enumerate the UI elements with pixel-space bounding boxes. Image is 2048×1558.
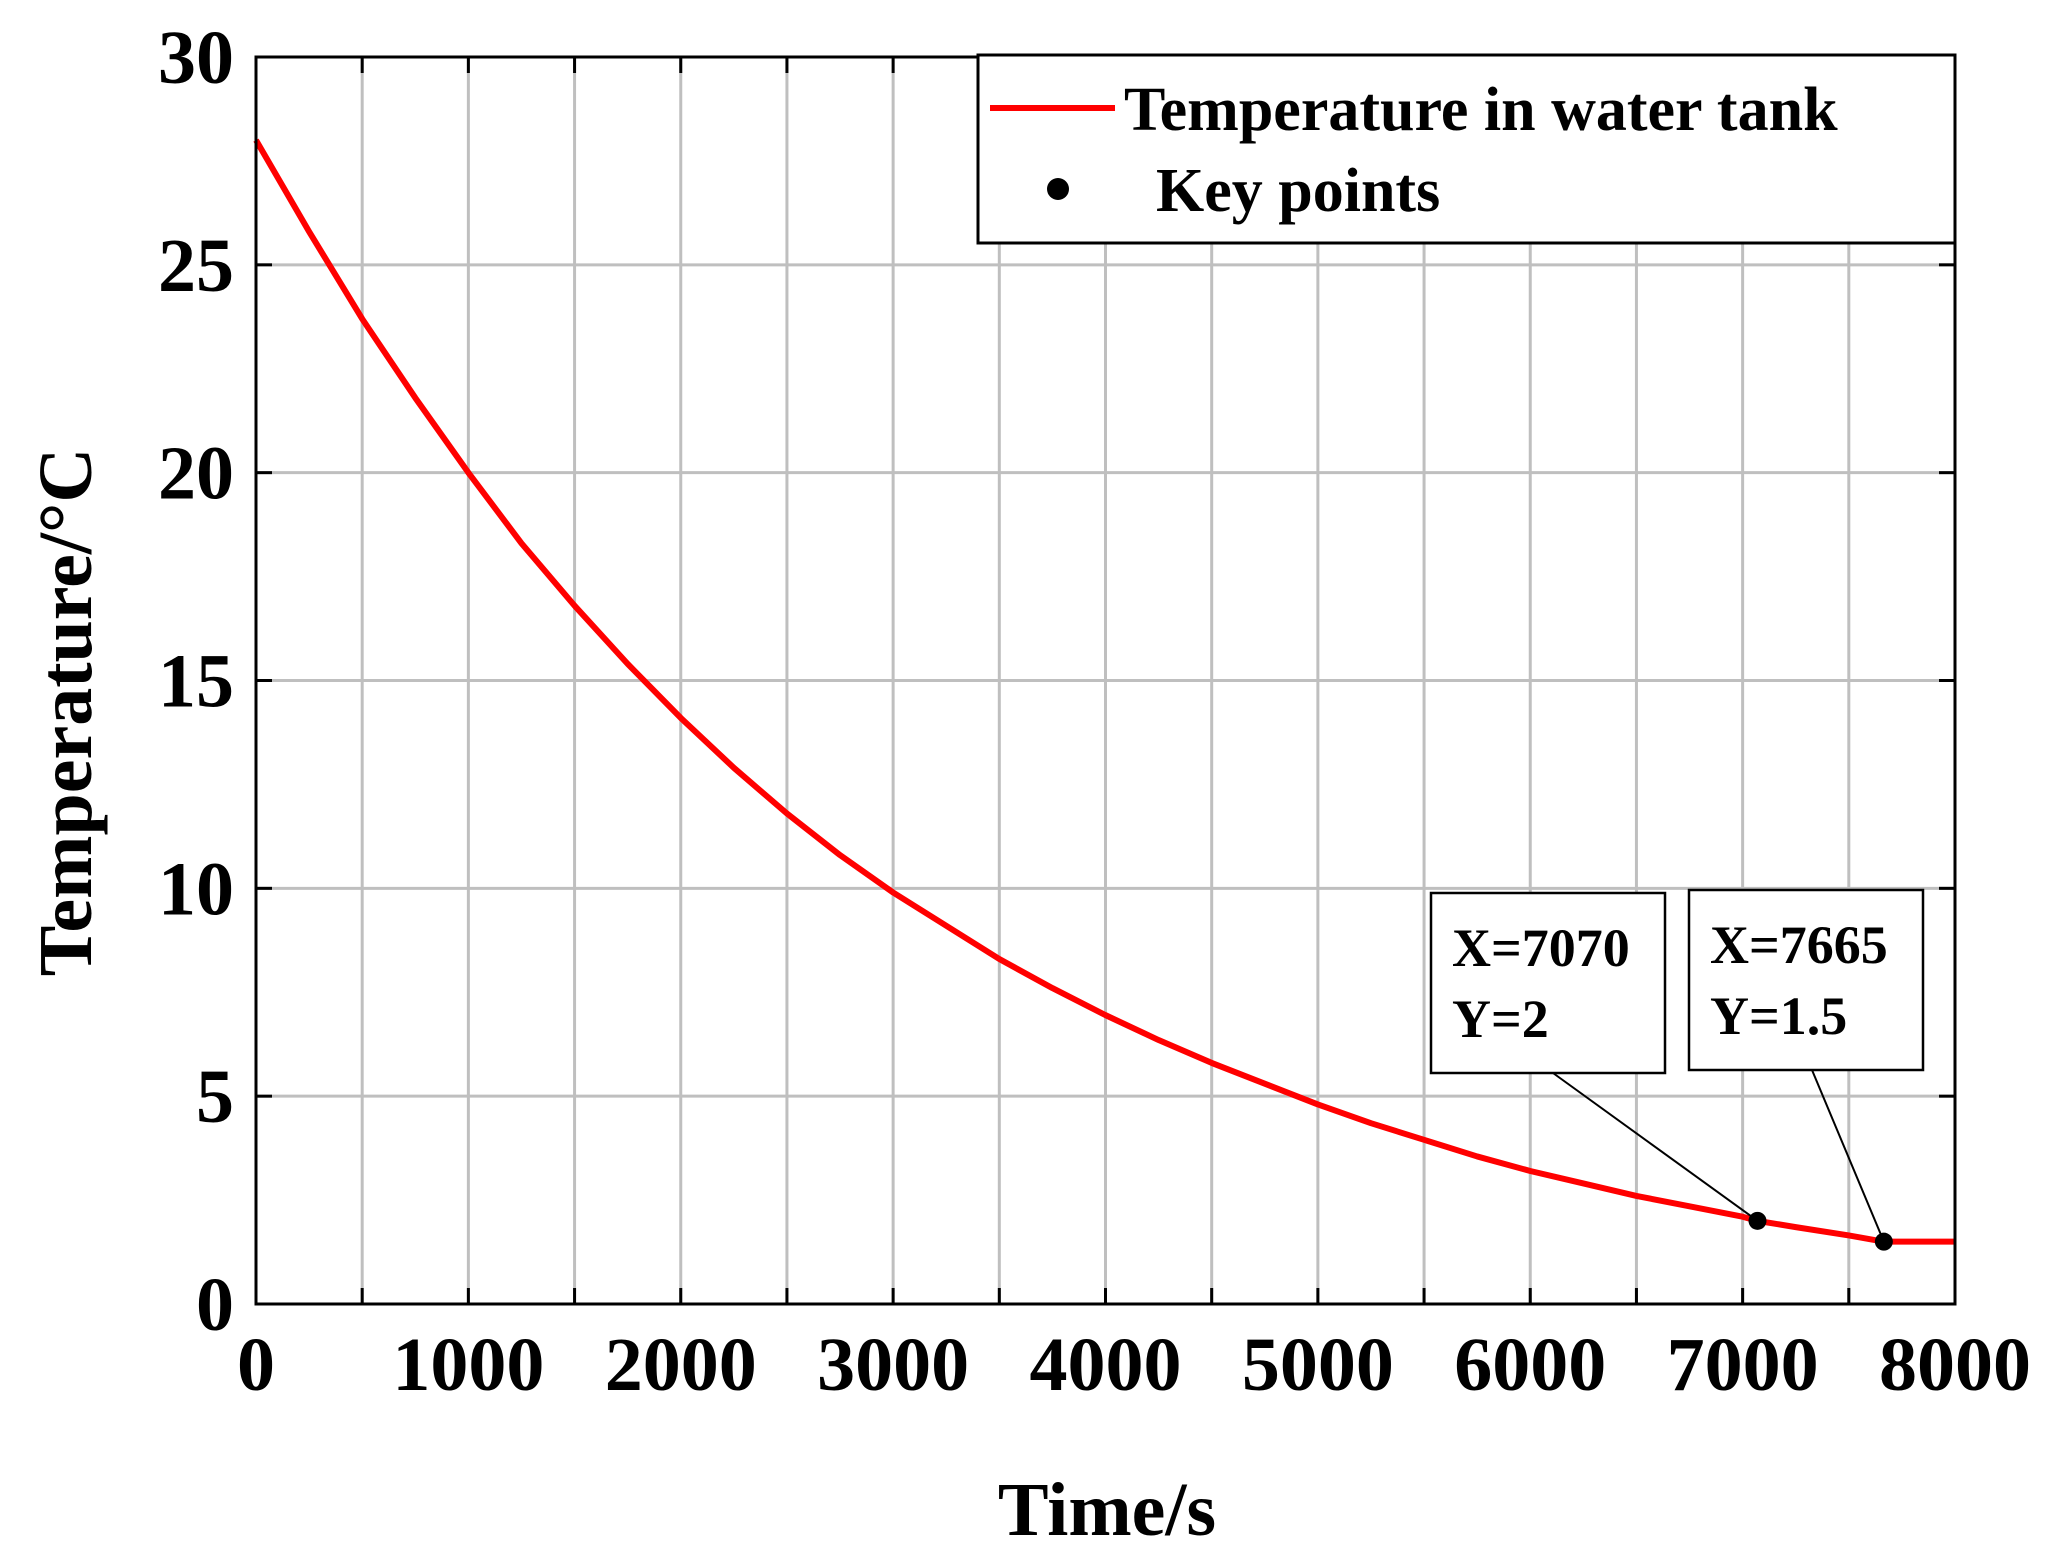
datatip-leader-line (1811, 1069, 1885, 1243)
datatip-x-text: X=7665 (1710, 915, 1888, 975)
datatip-y-text: Y=2 (1452, 989, 1549, 1049)
x-tick-label: 7000 (1667, 1323, 1819, 1407)
legend: Temperature in water tank Key points (976, 53, 1957, 245)
x-tick-label: 6000 (1454, 1323, 1606, 1407)
x-axis-label: Time/s (998, 1468, 1216, 1552)
x-tick-label: 0 (237, 1323, 275, 1407)
datatip-7665: X=7665 Y=1.5 (1687, 888, 1925, 1072)
x-tick-label: 5000 (1242, 1323, 1394, 1407)
y-tick-label: 30 (158, 16, 234, 100)
key-point (1874, 1232, 1893, 1251)
datatip-box (1429, 891, 1667, 1075)
x-tick-label: 1000 (392, 1323, 544, 1407)
y-tick-label: 15 (158, 640, 234, 724)
datatip-leader-line (1552, 1072, 1759, 1222)
y-tick-label: 20 (158, 432, 234, 516)
datatip-y-text: Y=1.5 (1710, 986, 1847, 1046)
key-point (1748, 1211, 1767, 1230)
y-tick-label: 5 (196, 1055, 234, 1139)
legend-box (976, 53, 1957, 245)
x-tick-label: 8000 (1879, 1323, 2031, 1407)
y-tick-label: 25 (158, 224, 234, 308)
datatip-x-text: X=7070 (1452, 918, 1630, 978)
y-tick-label: 0 (196, 1263, 234, 1347)
x-tick-label: 4000 (1030, 1323, 1182, 1407)
y-axis-label: Temperature/°C (24, 448, 108, 977)
datatip-box (1687, 888, 1925, 1072)
legend-label-key-points: Key points (1156, 157, 1440, 225)
x-tick-label: 2000 (605, 1323, 757, 1407)
y-tick-label: 10 (158, 847, 234, 931)
series-layer (253, 138, 1955, 1251)
tick-labels: 0 5 10 15 20 25 30 0 1000 2000 3000 4000 5000 6000 700… (158, 16, 2031, 1407)
x-tick-label: 3000 (817, 1323, 969, 1407)
legend-label-temperature: Temperature in water tank (1124, 76, 1838, 144)
temperature-line (253, 138, 1955, 1245)
legend-swatch-dot (1047, 178, 1069, 200)
datatip-7070: X=7070 Y=2 (1429, 891, 1667, 1075)
